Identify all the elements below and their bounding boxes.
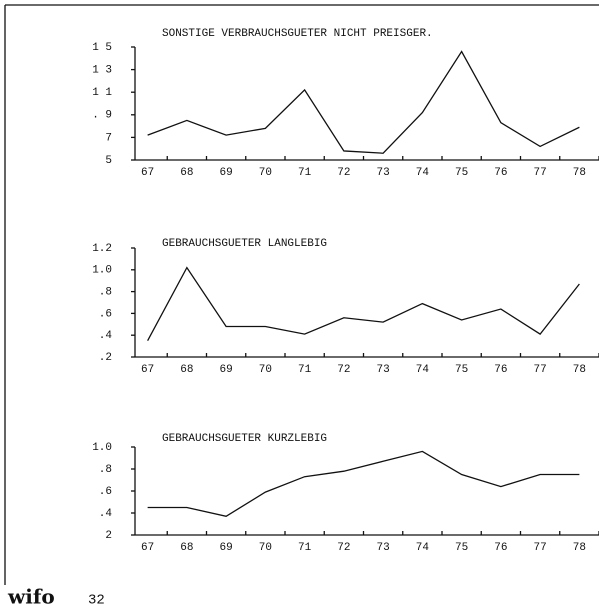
x-tick-label: 72: [337, 364, 350, 376]
data-line: [147, 266, 580, 341]
x-tick-label: 67: [141, 364, 154, 376]
x-tick-label: 76: [494, 542, 507, 554]
y-tick-label: 1.0: [92, 442, 112, 454]
x-tick-label: 76: [494, 364, 507, 376]
x-tick-label: 71: [298, 542, 312, 554]
page-number: 32: [88, 593, 105, 609]
x-tick-label: 70: [259, 364, 272, 376]
logo: wifo: [7, 585, 55, 609]
x-tick-label: 74: [416, 167, 430, 179]
y-tick-label: .2: [99, 352, 112, 364]
y-tick-label: 7: [105, 132, 112, 144]
data-line: [147, 450, 580, 517]
x-tick-label: 70: [259, 167, 272, 179]
y-tick-label: .6: [99, 308, 112, 320]
y-tick-label: .8: [99, 464, 112, 476]
x-tick-label: 72: [337, 542, 350, 554]
y-tick-label: .6: [99, 486, 112, 498]
x-tick-label: 78: [573, 542, 586, 554]
x-tick-label: 73: [377, 167, 390, 179]
y-tick-label: .4: [99, 330, 113, 342]
x-tick-label: 76: [494, 167, 507, 179]
x-tick-label: 69: [220, 167, 233, 179]
x-tick-label: 68: [180, 364, 193, 376]
y-tick-label: 5: [105, 155, 112, 167]
x-tick-label: 68: [180, 167, 193, 179]
x-tick-label: 71: [298, 364, 312, 376]
x-tick-label: 74: [416, 542, 430, 554]
x-tick-label: 75: [455, 364, 468, 376]
y-tick-label: .8: [99, 287, 112, 299]
y-tick-label: 1 1: [92, 87, 112, 99]
y-tick-label: 2: [105, 530, 112, 542]
x-tick-label: 67: [141, 542, 154, 554]
y-tick-label: . 9: [92, 110, 112, 122]
x-tick-label: 67: [141, 167, 154, 179]
chart-title: SONSTIGE VERBRAUCHSGUETER NICHT PREISGER…: [162, 28, 433, 40]
x-tick-label: 75: [455, 167, 468, 179]
y-tick-label: .4: [99, 508, 113, 520]
y-tick-label: 1.2: [92, 243, 112, 255]
x-tick-label: 70: [259, 542, 272, 554]
x-tick-label: 68: [180, 542, 193, 554]
chart-title: GEBRAUCHSGUETER KURZLEBIG: [162, 433, 327, 445]
x-tick-label: 72: [337, 167, 350, 179]
data-line: [147, 50, 580, 154]
x-tick-label: 77: [534, 167, 547, 179]
x-tick-label: 77: [534, 542, 547, 554]
y-tick-label: 1 5: [92, 42, 112, 54]
x-tick-label: 73: [377, 542, 390, 554]
x-tick-label: 77: [534, 364, 547, 376]
y-tick-label: 1 3: [92, 65, 112, 77]
x-tick-label: 75: [455, 542, 468, 554]
chart-title: GEBRAUCHSGUETER LANGLEBIG: [162, 238, 327, 250]
x-tick-label: 69: [220, 542, 233, 554]
x-tick-label: 78: [573, 364, 586, 376]
x-tick-label: 71: [298, 167, 312, 179]
y-tick-label: 1.0: [92, 265, 112, 277]
x-tick-label: 73: [377, 364, 390, 376]
x-tick-label: 78: [573, 167, 586, 179]
x-tick-label: 69: [220, 364, 233, 376]
x-tick-label: 74: [416, 364, 430, 376]
